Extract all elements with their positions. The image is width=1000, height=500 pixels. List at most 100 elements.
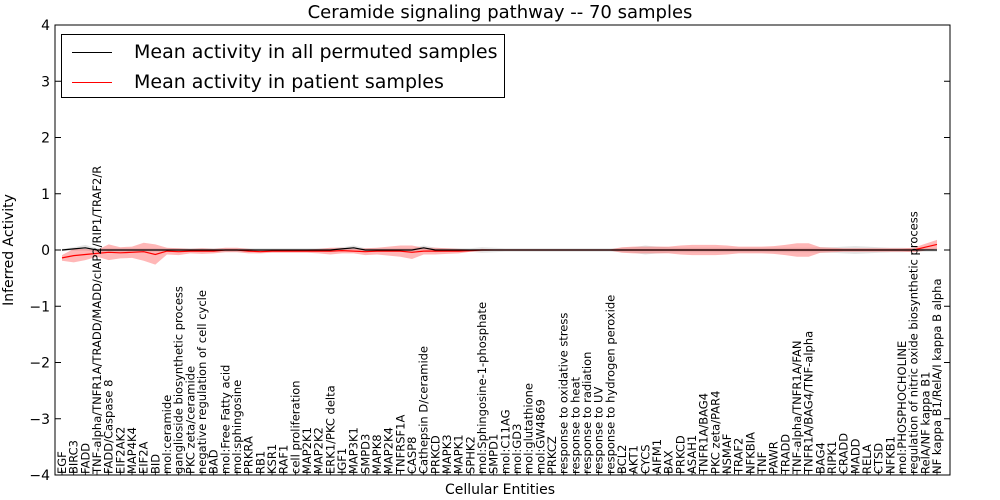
x-tick-label: TNFRSF1A [393, 415, 407, 475]
x-tick-label: BAD [207, 449, 221, 474]
y-axis-label: Inferred Activity [1, 194, 17, 306]
x-tick-label: RelA/NF kappa B1 [918, 372, 932, 474]
x-tick-label: CYCS [638, 444, 652, 474]
x-tick-label: negative regulation of cell cycle [195, 290, 209, 474]
x-tick-label: NSMAF [720, 434, 734, 474]
x-tick-label: CRADD [837, 433, 851, 474]
x-tick-label: RAF1 [277, 445, 291, 474]
x-tick-label: AKT1 [627, 445, 641, 474]
legend-entry-permuted: Mean activity in all permuted samples [72, 39, 497, 65]
x-tick-label: response to UV [592, 387, 606, 475]
y-tick-label: −1 [29, 299, 50, 315]
x-axis-label: Cellular Entities [445, 482, 555, 498]
x-tick-label: TNF [755, 452, 769, 475]
x-tick-label: MAPK3 [440, 434, 454, 474]
x-tick-label: PAWR [767, 441, 781, 474]
x-tick-label: response to heat [568, 376, 582, 473]
legend-swatch-red [72, 81, 112, 83]
x-tick-label: mol:sphingosine [230, 380, 244, 474]
legend-label-patient: Mean activity in patient samples [134, 71, 444, 93]
legend-entry-patient: Mean activity in patient samples [72, 69, 444, 95]
x-tick-label: MAPK1 [452, 434, 466, 474]
y-tick-label: −2 [29, 356, 50, 372]
x-tick-label: mol:C11AG [498, 409, 512, 474]
x-tick-label: AIFM1 [650, 439, 664, 474]
x-tick-label: PRKRA [242, 436, 256, 474]
x-tick-label: mol:PHOSPHOCHOLINE [895, 341, 909, 474]
x-tick-label: ERK1/PKC delta [323, 385, 337, 474]
x-tick-label: BID [148, 454, 162, 474]
x-axis-tick-labels: EGFBIRC3FADDTNF-alpha/TNFR1A/TRADD/MADD/… [55, 166, 944, 475]
x-tick-label: MAP3K1 [347, 427, 361, 474]
x-tick-label: mol:Free Fatty acid [218, 365, 232, 474]
x-tick-label: mol:ceramide [160, 395, 174, 474]
y-tick-label: 3 [41, 74, 50, 90]
x-tick-label: EIF2A [137, 441, 151, 474]
y-tick-label: 0 [41, 243, 50, 259]
x-tick-label: PRKCZ [545, 436, 559, 474]
x-tick-label: MAP2K1 [300, 427, 314, 474]
x-tick-label: MAPK8 [370, 434, 384, 474]
series-lines [61, 243, 938, 259]
x-tick-label: cell proliferation [288, 380, 302, 474]
x-tick-label: ASAH1 [685, 435, 699, 474]
plot-frame [54, 24, 951, 476]
x-tick-label: response to hydrogen peroxide [603, 295, 617, 474]
y-axis-ticks: 4 3 2 1 0 −1 −2 −3 −4 [29, 18, 950, 484]
x-tick-label: CTSD [872, 443, 886, 474]
x-tick-label: CASP8 [405, 437, 419, 474]
legend-swatch-black [72, 51, 112, 53]
line-permuted [61, 247, 937, 251]
y-tick-label: −3 [29, 412, 50, 428]
series-bands [62, 239, 937, 265]
x-tick-label: TRAF2 [732, 438, 746, 475]
x-tick-label: RB1 [253, 451, 267, 474]
x-tick-label: RELA [860, 444, 874, 474]
y-tick-label: −4 [29, 468, 50, 484]
x-tick-label: MAP4K4 [125, 427, 139, 474]
x-tick-label: TNFR1A/BAG4/TNF-alpha [802, 331, 816, 475]
x-tick-label: BIRC3 [67, 440, 81, 474]
x-tick-label: PKC zeta/ceramide [183, 366, 197, 474]
x-tick-label: mol:Sphingosine-1-phosphate [475, 302, 489, 474]
x-tick-label: PRKCD [428, 435, 442, 474]
chart-title: Ceramide signaling pathway -- 70 samples [308, 2, 693, 23]
x-tick-label: BAX [662, 450, 676, 474]
x-tick-label: response to oxidative stress [557, 313, 571, 474]
x-tick-label: MAP2K4 [382, 427, 396, 474]
x-tick-label: KSR1 [265, 444, 279, 474]
x-tick-label: NFKBIA [743, 432, 757, 474]
y-tick-label: 2 [41, 131, 50, 147]
x-tick-label: FADD [78, 443, 92, 474]
y-tick-label: 4 [41, 18, 50, 34]
x-tick-label: BCL2 [615, 445, 629, 474]
x-tick-label: TNF-alpha/TNFR1A/TRADD/MADD/cIAP2/RIP1/T… [90, 166, 104, 475]
x-tick-label: TNFR1A/BAG4 [697, 393, 711, 475]
x-tick-label: TRADD [778, 434, 792, 475]
x-tick-label: EIF2AK2 [113, 427, 127, 474]
x-tick-label: MAP2K2 [312, 427, 326, 474]
x-tick-label: IGF1 [335, 448, 349, 474]
x-tick-label: BAG4 [813, 442, 827, 474]
legend: Mean activity in all permuted samples Me… [61, 34, 505, 98]
x-tick-label: mol:glutathione [522, 383, 536, 474]
x-tick-label: SPHK2 [463, 436, 477, 474]
x-tick-label: response to radiation [580, 352, 594, 474]
x-tick-label: mol:GW4869 [533, 399, 547, 474]
x-tick-label: regulation of nitric oxide biosynthetic … [907, 211, 921, 474]
x-tick-label: PRKCD [673, 435, 687, 474]
x-tick-label: FADD/Caspase 8 [102, 380, 116, 474]
x-tick-label: Cathepsin D/ceramide [417, 346, 431, 474]
band-patient [62, 239, 937, 265]
x-tick-label: mol:GD3 [510, 424, 524, 474]
x-tick-label: MADD [848, 438, 862, 474]
x-tick-label: NF kappa B1/RelA/I kappa B alpha [930, 278, 944, 474]
x-tick-label: PKC zeta/PAR4 [708, 391, 722, 474]
x-tick-label: SMPD1 [487, 434, 501, 474]
x-tick-label: RIPK1 [825, 441, 839, 474]
x-tick-label: SMPD3 [358, 434, 372, 474]
y-tick-label: 1 [41, 187, 50, 203]
legend-label-permuted: Mean activity in all permuted samples [134, 41, 498, 63]
x-tick-label: EGF [55, 451, 69, 474]
